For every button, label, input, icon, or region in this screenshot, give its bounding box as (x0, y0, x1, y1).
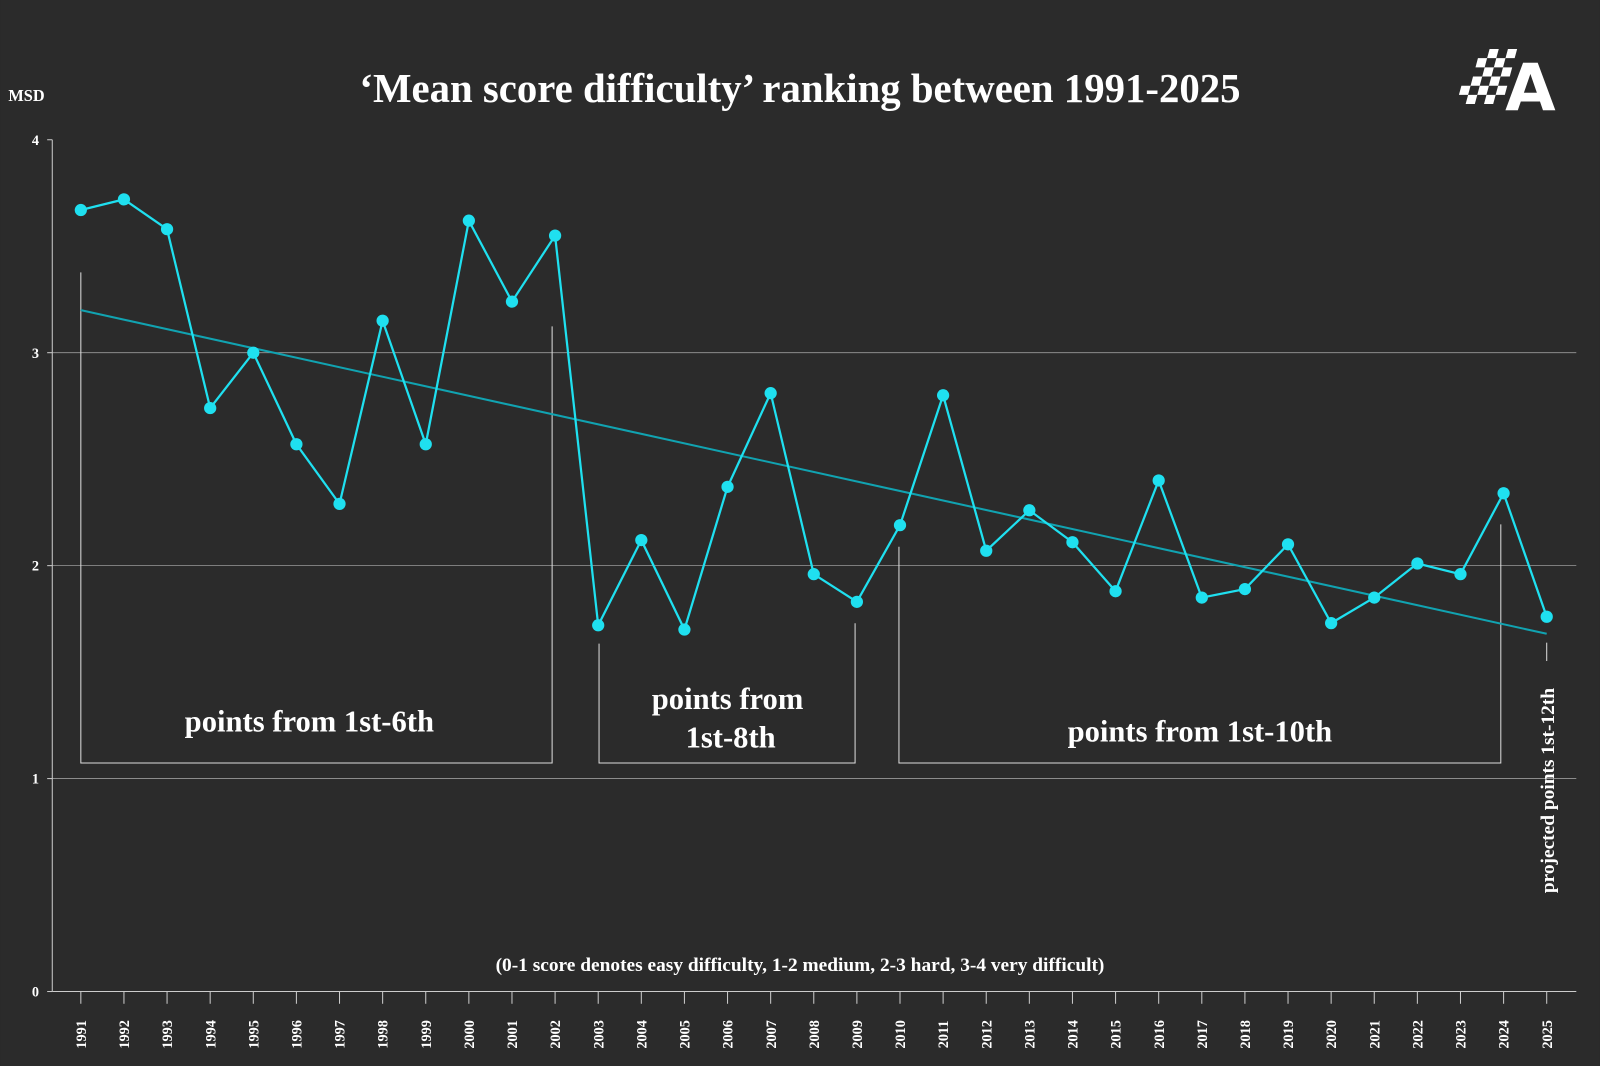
x-tick-label: 2000 (462, 1020, 478, 1049)
x-tick-label: 2017 (1195, 1020, 1211, 1049)
annotation-era-3: points from 1st-10th (1068, 715, 1333, 749)
annotation-era-2-line2: 1st-8th (686, 721, 776, 755)
data-point-2009 (850, 595, 864, 608)
y-tick-label: 0 (32, 985, 39, 1001)
data-point-1998 (376, 314, 389, 327)
y-tick-label: 4 (32, 133, 39, 149)
data-point-2000 (462, 214, 475, 227)
series-group (74, 193, 1553, 636)
data-point-2012 (980, 544, 993, 557)
x-tick-label: 2004 (634, 1020, 650, 1049)
x-tick-label: 2018 (1238, 1020, 1254, 1049)
y-tick-label: 1 (32, 772, 39, 788)
x-tick-label: 2006 (721, 1020, 737, 1049)
data-point-1993 (160, 223, 174, 236)
data-point-2020 (1325, 617, 1338, 630)
x-tick-label: 1997 (333, 1020, 349, 1049)
data-point-2007 (764, 387, 777, 400)
chart-title: ‘Mean score difficulty’ ranking between … (359, 66, 1240, 111)
era-brackets (80, 272, 1548, 764)
data-point-2014 (1066, 536, 1079, 549)
data-point-1999 (419, 438, 432, 451)
data-point-1994 (204, 401, 217, 415)
data-point-2003 (592, 619, 605, 632)
data-point-1992 (117, 193, 131, 206)
x-tick-label: 2023 (1454, 1020, 1470, 1049)
footnote: (0-1 score denotes easy difficulty, 1-2 … (496, 955, 1105, 976)
x-tick-label: 2001 (505, 1020, 521, 1049)
data-point-2001 (505, 295, 519, 308)
x-tick-label: 2024 (1497, 1020, 1513, 1049)
x-tick-label: 2013 (1022, 1020, 1038, 1049)
y-tick-label: 2 (32, 559, 39, 575)
data-point-2017 (1195, 591, 1208, 604)
axes: 0 1 2 3 4 1991 1992 1993 1994 1995 1996 1997 1998 199… (32, 133, 1577, 1049)
data-point-1997 (333, 497, 346, 511)
annotation-era-1: points from 1st-6th (185, 704, 434, 738)
data-point-2002 (548, 229, 562, 242)
data-point-2011 (936, 389, 950, 402)
data-point-2023 (1454, 568, 1467, 581)
x-tick-label: 2003 (591, 1020, 607, 1049)
data-point-2024 (1497, 487, 1510, 500)
x-tick-label: 2008 (807, 1020, 823, 1049)
data-point-1991 (74, 203, 87, 217)
era-bracket (80, 272, 553, 764)
x-tick-label: 1995 (246, 1020, 262, 1049)
data-point-2005 (678, 623, 691, 636)
data-point-2016 (1152, 474, 1165, 487)
y-tick-label: 3 (32, 346, 39, 362)
x-tick-label: 1998 (376, 1020, 392, 1049)
x-tick-label: 1992 (117, 1020, 133, 1049)
x-tick-label: 2009 (850, 1020, 866, 1049)
x-tick-label: 1999 (419, 1020, 435, 1049)
logo-letter: A (1505, 50, 1556, 126)
data-point-2021 (1368, 591, 1381, 604)
annotation-era-2-line1: points from (652, 682, 804, 716)
era-bracket (598, 623, 856, 764)
x-tick-label: 2015 (1109, 1020, 1125, 1049)
data-point-2019 (1281, 538, 1295, 551)
trendline-group (80, 309, 1547, 635)
x-tick-label: 2022 (1410, 1020, 1426, 1049)
data-point-2025 (1540, 610, 1553, 623)
data-point-2008 (807, 568, 820, 581)
logo: A (1458, 48, 1556, 126)
y-axis-label: MSD (8, 86, 44, 105)
x-tick-label: 2025 (1540, 1020, 1556, 1049)
x-tick-label: 2011 (936, 1021, 952, 1049)
data-point-2013 (1023, 504, 1036, 517)
data-point-2022 (1411, 557, 1424, 570)
x-tick-label: 2005 (678, 1020, 694, 1049)
data-point-1995 (247, 346, 260, 359)
era-bracket (898, 524, 1502, 764)
trendline (80, 309, 1547, 635)
data-point-2006 (721, 480, 734, 493)
x-tick-label: 2021 (1367, 1020, 1383, 1049)
data-point-2015 (1109, 585, 1122, 598)
x-tick-label: 1993 (160, 1020, 176, 1049)
data-point-2018 (1238, 582, 1252, 596)
x-tick-label: 2019 (1281, 1020, 1297, 1049)
x-tick-label: 2016 (1152, 1020, 1168, 1049)
x-tick-label: 1991 (74, 1020, 90, 1049)
x-tick-label: 2020 (1324, 1020, 1340, 1049)
x-tick-label: 2007 (764, 1020, 780, 1049)
x-tick-label: 1996 (290, 1020, 306, 1049)
x-tick-label: 2012 (979, 1020, 995, 1049)
x-tick-label: 1994 (203, 1020, 219, 1049)
data-point-2004 (635, 533, 648, 547)
data-point-1996 (290, 438, 303, 451)
x-tick-label: 2002 (548, 1020, 564, 1049)
annotation-era-4: projected points 1st-12th (1538, 688, 1559, 893)
grid (52, 352, 1577, 779)
data-point-2010 (893, 519, 907, 532)
x-tick-label: 2014 (1066, 1020, 1082, 1049)
x-tick-label: 2010 (893, 1020, 909, 1049)
